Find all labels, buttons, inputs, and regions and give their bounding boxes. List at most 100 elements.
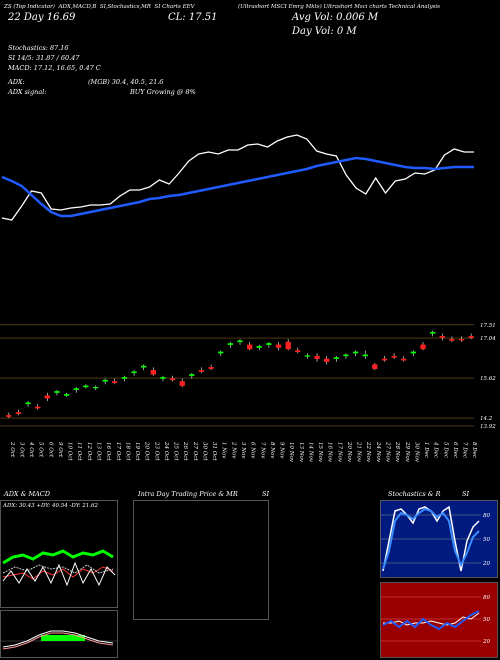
date-tick-label: 17 Oct: [115, 442, 121, 461]
date-tick-label: 2 Oct: [9, 441, 15, 458]
candle-body: [401, 358, 407, 361]
date-tick-label: 20 Nov: [346, 441, 352, 463]
candle-body: [63, 393, 70, 396]
candle-body: [54, 391, 60, 393]
candle-body: [218, 351, 224, 354]
date-tick-label: 12 Oct: [86, 442, 92, 461]
candle-body: [198, 370, 205, 372]
candle-body: [314, 355, 320, 360]
date-tick-label: 16 Oct: [105, 442, 111, 461]
candle-body: [6, 415, 12, 417]
stoch-tick-20: 20: [482, 561, 490, 567]
date-tick-label: 27 Oct: [192, 441, 198, 461]
macd-value: MACD: 17.12, 16.65, 0.47 C: [8, 64, 101, 72]
date-tick-label: 6 Oct: [47, 442, 53, 458]
date-tick-label: 13 Oct: [96, 442, 102, 461]
candle-body: [391, 355, 397, 358]
date-tick-label: 6 Nov: [250, 442, 256, 459]
candle-body: [246, 344, 253, 350]
candle-body: [237, 340, 243, 343]
date-tick-label: 5 Dec: [442, 442, 448, 458]
intra-si: SI: [262, 490, 270, 498]
date-tick-label: 2 Nov: [230, 441, 236, 459]
candle-body: [362, 354, 368, 357]
ticker-strip: (Ultrashort MSCI Emrg Mkts) Ultrashort M…: [238, 4, 440, 10]
date-tick-label: 7 Dec: [462, 442, 468, 458]
date-tick-label: 23 Oct: [153, 441, 159, 461]
candle-body: [439, 336, 445, 338]
date-tick-label: 9 Oct: [57, 442, 63, 458]
day-volume: Day Vol: 0 M: [292, 26, 357, 37]
candle-body: [25, 402, 31, 405]
date-tick-label: 13 Nov: [298, 442, 304, 463]
candle-body: [131, 371, 137, 374]
date-tick-label: 3 Nov: [240, 442, 246, 459]
date-tick-label: 8 Nov: [269, 442, 275, 459]
price-tick-label: 15.62: [480, 376, 496, 382]
price-tick-label: 17.04: [480, 336, 496, 342]
candle-body: [83, 385, 89, 388]
candle-body: [381, 358, 388, 361]
si-value: SI 14/5: 31.87 / 60.47: [8, 54, 80, 62]
candle-body: [449, 338, 455, 341]
intraday-panel: [133, 500, 269, 620]
si-panel: 80 50 20: [380, 582, 498, 658]
header-item-3: SI Charts EEV: [154, 4, 195, 10]
si-tick-20: 20: [482, 639, 490, 645]
price-tick-label: 13.92: [480, 424, 496, 430]
date-tick-label: 5 Oct: [38, 442, 44, 458]
adx-panel-values: ADX: 30.43 +DY: 40.54 -DY: 21.62: [3, 503, 99, 509]
candle-body: [430, 331, 436, 334]
date-tick-label: 1 Dec: [423, 442, 429, 458]
price-tick-label: 14.2: [480, 416, 493, 422]
si-tick-50: 50: [483, 617, 490, 623]
candle-body: [160, 377, 166, 379]
upper-line-chart: [1, 134, 474, 221]
white-series-line: [1, 134, 474, 221]
date-tick-label: 16 Nov: [327, 442, 333, 463]
stoch-title: Stochastics & R: [388, 490, 441, 498]
candle-body: [150, 370, 156, 375]
close-price: CL: 17.51: [168, 12, 218, 23]
candle-body: [295, 350, 301, 352]
candle-body: [141, 365, 147, 368]
candle-body: [343, 354, 349, 357]
date-tick-label: 27 Nov: [384, 441, 390, 463]
adx-signal-label: ADX signal:: [8, 88, 47, 96]
macd-histogram: [1, 630, 117, 650]
date-tick-label: 15 Nov: [317, 442, 323, 463]
date-tick-label: 11 Oct: [76, 442, 82, 461]
candle-body: [169, 378, 176, 381]
candle-body: [420, 344, 426, 350]
date-tick-label: 18 Oct: [124, 442, 130, 461]
candle-body: [333, 357, 339, 360]
header-item-0: ZS (Top Indicator): [4, 4, 55, 10]
header-item-2: SI,Stochastics,MR: [99, 4, 151, 10]
candle-body: [92, 386, 99, 389]
date-tick-label: 22 Nov: [365, 441, 371, 463]
adx-values: (MGB) 30.4, 40.5, 21.6: [88, 78, 164, 86]
date-tick-label: 14 Nov: [307, 442, 313, 463]
stochastics-panel: 80 50 20: [380, 500, 498, 578]
adx-lines: [2, 549, 116, 587]
stochastics-lines: 80 50 20: [381, 505, 490, 572]
date-tick-label: 19 Oct: [134, 442, 140, 461]
date-tick-label: 24 Oct: [163, 441, 169, 461]
date-tick-label: 25 Oct: [173, 441, 179, 461]
avg-volume: Avg Vol: 0.006 M: [292, 12, 379, 23]
header-item-1: ADX,MACD,B: [58, 4, 97, 10]
header-strip-1: ZS (Top Indicator) ADX,MACD,B SI,Stochas…: [4, 4, 195, 10]
candle-body: [324, 358, 330, 362]
adx-label: ADX:: [8, 78, 25, 86]
date-tick-label: 17 Nov: [336, 442, 342, 463]
intra-title: Intra Day Trading Price & MR: [138, 490, 238, 498]
stoch-tick-50: 50: [483, 537, 490, 543]
candle-body: [458, 338, 465, 341]
date-tick-label: 4 Oct: [28, 441, 34, 458]
date-tick-label: 29 Nov: [404, 441, 410, 463]
date-tick-label: 30 Nov: [413, 442, 419, 463]
candle-body: [121, 377, 128, 379]
blue-series-line: [1, 156, 474, 218]
adx-panel: ADX: 30.43 +DY: 40.54 -DY: 21.62: [0, 500, 118, 608]
stoch-si: SI: [462, 490, 470, 498]
